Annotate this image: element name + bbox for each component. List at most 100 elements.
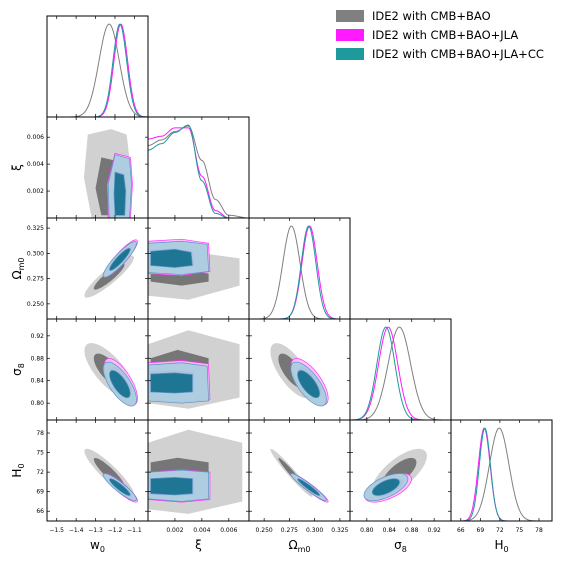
- x-tick-label-w0: −1.1: [127, 527, 142, 534]
- marginal-H0: [451, 427, 552, 521]
- marginal-Om0: [249, 225, 350, 319]
- x-axis-label-H0: H0: [494, 538, 508, 554]
- x-tick-label-w0: −1.5: [49, 527, 64, 534]
- contour-68-cmb-bao-jla-cc: [109, 248, 131, 271]
- marginal-line-cmb-bao: [148, 125, 249, 218]
- contour-68-cmb-bao-jla-cc: [150, 372, 193, 394]
- panel-frame: [349, 318, 452, 421]
- y-tick-label-xi: 0.004: [27, 161, 44, 168]
- y-tick-label-Om0: 0.325: [27, 225, 44, 232]
- x-tick-label-Om0: 0.250: [256, 527, 273, 534]
- legend-entry-cmb-bao: IDE2 with CMB+BAO: [336, 6, 544, 25]
- x-tick-label-H0: 78: [535, 527, 543, 534]
- x-axis-label-s8: σ8: [394, 538, 407, 554]
- panel-H0-vs-xi: [148, 429, 243, 514]
- x-axis-label-xi: ξ: [195, 538, 202, 552]
- y-tick-label-xi: 0.006: [27, 134, 44, 141]
- marginal-line-cmb-bao-jla: [148, 127, 249, 218]
- marginal-line-cmb-bao: [451, 427, 552, 521]
- x-tick-label-s8: 0.84: [383, 527, 397, 534]
- panel-s8-vs-xi: [148, 330, 240, 409]
- marginal-line-cmb-bao-jla: [350, 326, 451, 420]
- contour-68-cmb-bao-jla-cc: [109, 478, 131, 496]
- y-axis-label-s8: σ8: [10, 363, 26, 376]
- panel-s8-vs-w0: [84, 343, 138, 407]
- y-tick-label-xi: 0.002: [27, 188, 44, 195]
- contour-68-cmb-bao-jla-cc: [113, 171, 127, 216]
- legend-label-cmb-bao: IDE2 with CMB+BAO: [372, 8, 491, 23]
- x-axis-label-w0: w0: [90, 538, 105, 554]
- y-tick-label-H0: 78: [36, 430, 44, 437]
- marginal-line-cmb-bao: [47, 23, 148, 117]
- panel-frame: [450, 419, 553, 522]
- marginal-line-cmb-bao-jla: [451, 427, 552, 521]
- y-tick-label-H0: 72: [36, 469, 44, 476]
- legend-swatch-cmb-bao-jla: [336, 28, 364, 41]
- x-tick-label-w0: −1.2: [108, 527, 123, 534]
- legend-label-cmb-bao-jla-cc: IDE2 with CMB+BAO+JLA+CC: [372, 46, 544, 61]
- panel-s8-vs-Om0: [270, 343, 329, 407]
- y-tick-label-s8: 0.88: [31, 355, 45, 362]
- x-axis-label-Om0: Ωm0: [288, 538, 310, 554]
- x-tick-label-Om0: 0.325: [331, 527, 348, 534]
- y-tick-label-Om0: 0.300: [27, 250, 44, 257]
- y-tick-label-H0: 66: [36, 508, 44, 515]
- panel-H0-vs-s8: [363, 448, 427, 503]
- panel-H0-vs-w0: [84, 448, 138, 503]
- panel-frame: [248, 217, 351, 320]
- marginal-line-cmb-bao-jla-cc: [350, 326, 451, 420]
- x-tick-label-xi: 0.002: [166, 527, 183, 534]
- contour-68-cmb-bao-jla-cc: [150, 248, 193, 268]
- legend-label-cmb-bao-jla: IDE2 with CMB+BAO+JLA: [372, 27, 519, 42]
- y-axis-label-H0: H0: [10, 463, 26, 477]
- x-tick-label-xi: 0.004: [193, 527, 210, 534]
- contour-68-cmb-bao-jla-cc: [109, 370, 131, 399]
- x-tick-label-H0: 72: [496, 527, 504, 534]
- contour-68-cmb-bao-jla-cc: [297, 478, 320, 496]
- y-tick-label-H0: 75: [36, 450, 44, 457]
- legend-entry-cmb-bao-jla-cc: IDE2 with CMB+BAO+JLA+CC: [336, 44, 544, 63]
- x-tick-label-s8: 0.92: [427, 527, 441, 534]
- y-tick-label-H0: 69: [36, 489, 44, 496]
- x-tick-label-Om0: 0.300: [306, 527, 323, 534]
- marginal-s8: [350, 326, 451, 420]
- x-tick-label-s8: 0.88: [405, 527, 419, 534]
- panel-Om0-vs-xi: [148, 238, 240, 300]
- legend-entry-cmb-bao-jla: IDE2 with CMB+BAO+JLA: [336, 25, 544, 44]
- y-tick-label-Om0: 0.250: [27, 301, 44, 308]
- marginal-xi: [148, 124, 249, 218]
- panel-frame: [248, 419, 351, 522]
- marginal-line-cmb-bao: [249, 225, 350, 319]
- x-tick-label-H0: 75: [516, 527, 524, 534]
- x-tick-label-H0: 69: [477, 527, 485, 534]
- x-tick-label-xi: 0.006: [220, 527, 237, 534]
- marginal-line-cmb-bao-jla: [249, 225, 350, 319]
- marginal-line-cmb-bao-jla-cc: [451, 427, 552, 521]
- panel-H0-vs-Om0: [270, 448, 329, 503]
- y-tick-label-s8: 0.80: [31, 400, 45, 407]
- panel-xi-vs-w0: [83, 129, 133, 218]
- panel-Om0-vs-w0: [84, 239, 138, 298]
- x-tick-label-H0: 66: [457, 527, 465, 534]
- legend-swatch-cmb-bao: [336, 9, 364, 22]
- y-tick-label-s8: 0.84: [31, 378, 45, 385]
- panel-frame: [46, 217, 149, 320]
- marginal-line-cmb-bao-jla-cc: [249, 225, 350, 319]
- y-tick-label-s8: 0.92: [31, 333, 45, 340]
- x-tick-label-w0: −1.3: [88, 527, 103, 534]
- contour-68-cmb-bao-jla-cc: [150, 476, 193, 496]
- x-tick-label-Om0: 0.275: [281, 527, 298, 534]
- contour-68-cmb-bao-jla-cc: [371, 478, 400, 496]
- y-tick-label-Om0: 0.275: [27, 276, 44, 283]
- marginal-line-cmb-bao-jla-cc: [148, 124, 249, 218]
- contour-68-cmb-bao-jla-cc: [297, 370, 320, 399]
- x-tick-label-w0: −1.4: [69, 527, 84, 534]
- legend: IDE2 with CMB+BAO IDE2 with CMB+BAO+JLA …: [336, 6, 544, 63]
- y-axis-label-xi: ξ: [10, 164, 24, 171]
- marginal-line-cmb-bao: [350, 326, 451, 420]
- y-axis-label-Om0: Ωm0: [10, 257, 26, 279]
- marginal-w0: [47, 23, 148, 117]
- legend-swatch-cmb-bao-jla-cc: [336, 47, 364, 60]
- x-tick-label-s8: 0.80: [360, 527, 374, 534]
